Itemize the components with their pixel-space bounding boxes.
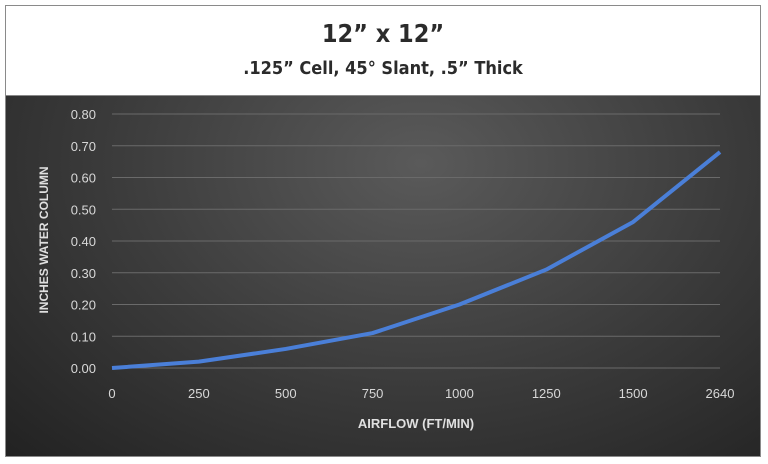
series-line bbox=[111, 150, 722, 370]
x-tick-label: 500 bbox=[275, 386, 297, 401]
x-tick-label: 250 bbox=[188, 386, 210, 401]
x-axis-label: AIRFLOW (FT/MIN) bbox=[358, 416, 474, 431]
chart-subtitle: .125” Cell, 45° Slant, .5” Thick bbox=[243, 58, 523, 79]
x-tick-label: 1000 bbox=[445, 386, 474, 401]
y-tick-label: 0.30 bbox=[71, 266, 96, 281]
y-tick-label: 0.10 bbox=[71, 329, 96, 344]
chart-frame: 12” x 12” .125” Cell, 45° Slant, .5” Thi… bbox=[5, 5, 761, 457]
chart-title: 12” x 12” bbox=[321, 19, 445, 48]
x-tick-label: 750 bbox=[362, 386, 384, 401]
y-tick-label: 0.50 bbox=[71, 202, 96, 217]
y-tick-label: 0.80 bbox=[71, 107, 96, 122]
y-tick-label: 0.70 bbox=[71, 139, 96, 154]
y-tick-label: 0.60 bbox=[71, 171, 96, 186]
x-tick-label: 2640 bbox=[706, 386, 735, 401]
y-tick-label: 0.00 bbox=[71, 361, 96, 376]
x-tick-label: 1250 bbox=[532, 386, 561, 401]
title-box: 12” x 12” .125” Cell, 45° Slant, .5” Thi… bbox=[6, 6, 760, 96]
y-tick-label: 0.20 bbox=[71, 298, 96, 313]
x-tick-label: 0 bbox=[108, 386, 115, 401]
y-tick-label: 0.40 bbox=[71, 234, 96, 249]
x-tick-label: 1500 bbox=[619, 386, 648, 401]
y-axis-label: INCHES WATER COLUMN bbox=[37, 166, 51, 313]
